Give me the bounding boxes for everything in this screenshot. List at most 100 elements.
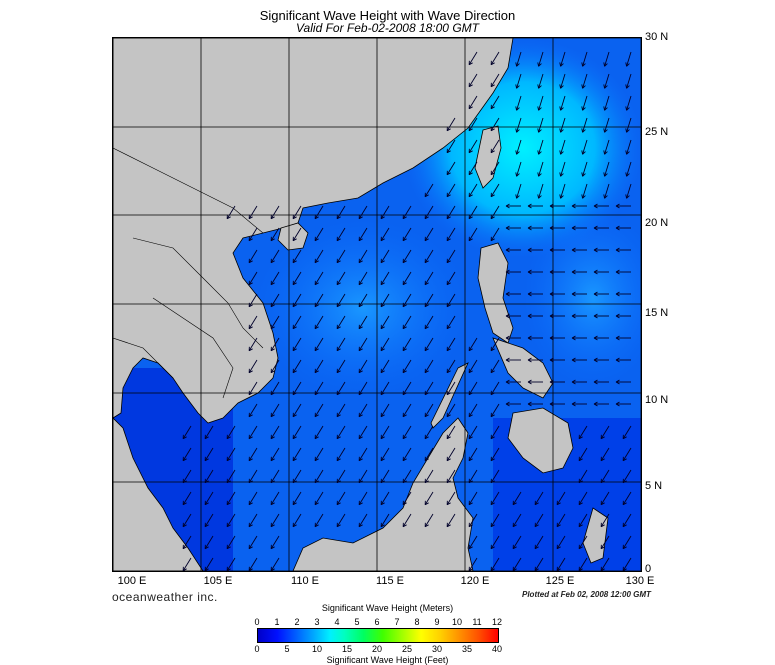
- wave-arrow: [182, 425, 192, 440]
- wave-arrow: [314, 447, 324, 462]
- wave-arrow: [556, 557, 566, 571]
- wave-arrow: [380, 491, 390, 506]
- wave-arrow-head: [515, 106, 518, 111]
- wave-arrow-head: [527, 359, 532, 363]
- wave-arrow-head: [505, 315, 510, 319]
- wave-arrow-head: [537, 194, 540, 199]
- wave-arrow-head: [549, 203, 554, 207]
- wave-arrow-head: [603, 84, 606, 89]
- wave-arrow-head: [182, 458, 187, 462]
- wave-arrow: [314, 205, 324, 220]
- wave-arrow-head: [424, 194, 429, 198]
- wave-arrow: [556, 535, 566, 550]
- wave-arrow: [516, 95, 522, 111]
- wave-arrow-head: [515, 194, 518, 199]
- wave-arrow-head: [446, 282, 451, 286]
- wave-arrow-head: [537, 128, 540, 133]
- wave-arrow: [424, 271, 434, 286]
- wave-arrow: [402, 491, 412, 506]
- wave-arrow: [516, 183, 522, 199]
- wave-arrow-head: [571, 269, 576, 273]
- wave-arrow: [380, 403, 390, 418]
- wave-arrow-head: [515, 128, 518, 133]
- wave-arrow-head: [615, 337, 620, 341]
- feet-tick: 5: [284, 644, 290, 654]
- wave-arrow: [490, 513, 500, 528]
- wave-arrow-head: [603, 172, 606, 177]
- wave-arrow: [578, 447, 588, 462]
- wave-arrow: [402, 227, 412, 242]
- wave-arrow-head: [626, 107, 630, 111]
- wave-arrow-head: [527, 401, 532, 405]
- feet-tick: 20: [371, 644, 382, 654]
- wave-arrow: [380, 293, 390, 308]
- wave-arrow: [292, 337, 302, 352]
- wave-arrow-head: [549, 401, 554, 405]
- wave-arrow: [446, 315, 456, 330]
- wave-arrow-head: [527, 225, 532, 229]
- wave-arrow-head: [582, 195, 586, 199]
- wave-arrow-head: [468, 194, 473, 198]
- wave-arrow-head: [512, 546, 517, 550]
- wave-arrow: [248, 513, 258, 528]
- wave-arrow-head: [314, 524, 319, 528]
- wave-arrow-head: [248, 238, 253, 242]
- wave-arrow: [600, 535, 610, 550]
- wave-arrow-head: [490, 524, 495, 528]
- wave-arrow: [446, 183, 456, 198]
- wave-arrow-head: [600, 524, 605, 528]
- wave-arrow: [380, 381, 390, 396]
- wave-arrow-head: [593, 271, 598, 275]
- lon-label-105e: 105 E: [203, 575, 233, 587]
- wave-arrow-head: [248, 436, 253, 440]
- wave-arrow-head: [527, 315, 532, 319]
- wave-arrow: [336, 315, 346, 330]
- wave-arrow-head: [581, 194, 584, 199]
- wave-arrow: [516, 117, 522, 133]
- wave-arrow-head: [505, 357, 510, 361]
- wave-arrow-head: [505, 291, 510, 295]
- wave-arrow: [516, 161, 522, 177]
- wave-arrow: [468, 337, 478, 352]
- wave-arrow: [560, 161, 566, 177]
- wave-arrow: [204, 491, 214, 506]
- wave-arrow-head: [490, 62, 495, 66]
- wave-arrow: [314, 359, 324, 374]
- wave-arrow: [358, 293, 368, 308]
- wave-arrow: [336, 491, 346, 506]
- wave-arrow: [560, 73, 566, 89]
- meter-tick: 0: [254, 617, 260, 627]
- wave-arrow: [424, 447, 434, 462]
- wave-arrow-head: [534, 568, 539, 571]
- wave-arrow: [582, 95, 588, 111]
- wave-arrow-head: [468, 436, 473, 440]
- wave-arrow-head: [538, 129, 542, 133]
- wave-arrow-head: [292, 392, 297, 396]
- wave-arrow: [380, 447, 390, 462]
- wave-arrow-head: [625, 84, 628, 89]
- wave-arrow: [560, 51, 566, 67]
- wave-arrow-head: [571, 379, 576, 383]
- wave-arrow: [182, 513, 192, 528]
- wave-arrow-head: [336, 304, 341, 308]
- wave-arrow: [424, 337, 434, 352]
- wave-arrow-head: [446, 348, 451, 352]
- wave-arrow-head: [270, 546, 275, 550]
- wave-arrow-head: [600, 546, 605, 550]
- wave-arrow-head: [468, 546, 473, 550]
- wave-arrow: [446, 381, 456, 396]
- wave-arrow-head: [314, 238, 319, 242]
- wave-arrow-head: [581, 106, 584, 111]
- wave-arrow-head: [358, 414, 363, 418]
- wave-arrow: [248, 535, 258, 550]
- wave-arrow-head: [336, 414, 341, 418]
- wave-arrow-head: [615, 357, 620, 361]
- wave-arrow-head: [248, 326, 253, 330]
- wave-arrow: [582, 117, 588, 133]
- wave-arrow: [468, 491, 478, 506]
- wave-arrow: [314, 403, 324, 418]
- meter-tick: 2: [294, 617, 300, 627]
- wave-arrow-head: [490, 370, 495, 374]
- wave-arrow-head: [490, 172, 495, 176]
- wave-arrow: [248, 381, 258, 396]
